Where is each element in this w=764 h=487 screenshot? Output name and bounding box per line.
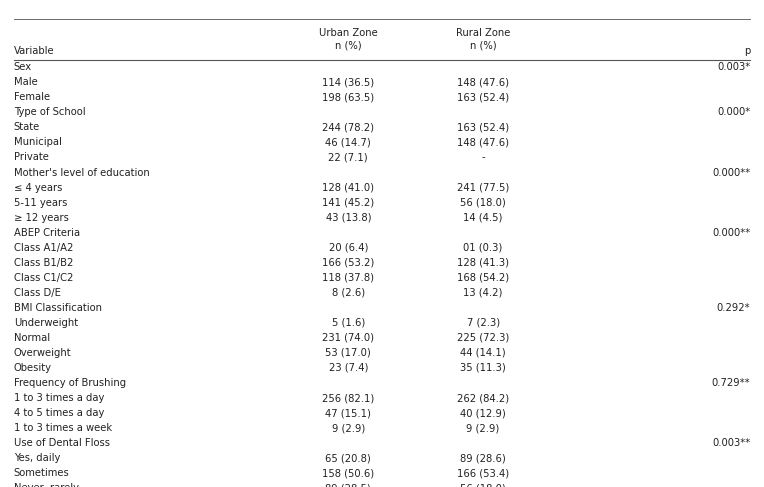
Text: 47 (15.1): 47 (15.1) — [325, 408, 371, 418]
Text: Sometimes: Sometimes — [14, 468, 70, 478]
Text: 148 (47.6): 148 (47.6) — [457, 137, 509, 148]
Text: ≤ 4 years: ≤ 4 years — [14, 183, 62, 192]
Text: 231 (74.0): 231 (74.0) — [322, 333, 374, 343]
Text: p: p — [744, 46, 750, 56]
Text: 01 (0.3): 01 (0.3) — [464, 243, 503, 253]
Text: 148 (47.6): 148 (47.6) — [457, 77, 509, 87]
Text: Class A1/A2: Class A1/A2 — [14, 243, 73, 253]
Text: -: - — [481, 152, 485, 163]
Text: 128 (41.3): 128 (41.3) — [457, 258, 509, 268]
Text: ABEP Criteria: ABEP Criteria — [14, 227, 79, 238]
Text: 44 (14.1): 44 (14.1) — [460, 348, 506, 358]
Text: 114 (36.5): 114 (36.5) — [322, 77, 374, 87]
Text: State: State — [14, 122, 40, 132]
Text: 158 (50.6): 158 (50.6) — [322, 468, 374, 478]
Text: Obesity: Obesity — [14, 363, 52, 373]
Text: 43 (13.8): 43 (13.8) — [325, 213, 371, 223]
Text: 7 (2.3): 7 (2.3) — [467, 318, 500, 328]
Text: 22 (7.1): 22 (7.1) — [329, 152, 368, 163]
Text: Municipal: Municipal — [14, 137, 62, 148]
Text: 128 (41.0): 128 (41.0) — [322, 183, 374, 192]
Text: 166 (53.2): 166 (53.2) — [322, 258, 374, 268]
Text: Underweight: Underweight — [14, 318, 78, 328]
Text: Male: Male — [14, 77, 37, 87]
Text: 118 (37.8): 118 (37.8) — [322, 273, 374, 283]
Text: 168 (54.2): 168 (54.2) — [457, 273, 509, 283]
Text: 46 (14.7): 46 (14.7) — [325, 137, 371, 148]
Text: Use of Dental Floss: Use of Dental Floss — [14, 438, 109, 448]
Text: 0.000*: 0.000* — [717, 107, 750, 117]
Text: 262 (84.2): 262 (84.2) — [457, 393, 509, 403]
Text: 225 (72.3): 225 (72.3) — [457, 333, 509, 343]
Text: 0.003**: 0.003** — [712, 438, 750, 448]
Text: 89 (28.5): 89 (28.5) — [325, 483, 371, 487]
Text: 65 (20.8): 65 (20.8) — [325, 453, 371, 463]
Text: 40 (12.9): 40 (12.9) — [460, 408, 506, 418]
Text: BMI Classification: BMI Classification — [14, 303, 102, 313]
Text: 9 (2.9): 9 (2.9) — [467, 423, 500, 433]
Text: 5-11 years: 5-11 years — [14, 198, 67, 207]
Text: Private: Private — [14, 152, 48, 163]
Text: 5 (1.6): 5 (1.6) — [332, 318, 365, 328]
Text: Never, rarely: Never, rarely — [14, 483, 79, 487]
Text: 8 (2.6): 8 (2.6) — [332, 288, 365, 298]
Text: Class D/E: Class D/E — [14, 288, 60, 298]
Text: 23 (7.4): 23 (7.4) — [329, 363, 368, 373]
Text: 9 (2.9): 9 (2.9) — [332, 423, 365, 433]
Text: Variable: Variable — [14, 46, 54, 56]
Text: Mother's level of education: Mother's level of education — [14, 168, 150, 177]
Text: Yes, daily: Yes, daily — [14, 453, 60, 463]
Text: Urban Zone
n (%): Urban Zone n (%) — [319, 28, 377, 51]
Text: 56 (18.0): 56 (18.0) — [460, 483, 506, 487]
Text: Overweight: Overweight — [14, 348, 71, 358]
Text: 4 to 5 times a day: 4 to 5 times a day — [14, 408, 104, 418]
Text: 1 to 3 times a day: 1 to 3 times a day — [14, 393, 104, 403]
Text: 0.000**: 0.000** — [712, 168, 750, 177]
Text: Class C1/C2: Class C1/C2 — [14, 273, 73, 283]
Text: 0.003*: 0.003* — [717, 62, 750, 72]
Text: 35 (11.3): 35 (11.3) — [460, 363, 506, 373]
Text: ≥ 12 years: ≥ 12 years — [14, 213, 69, 223]
Text: Type of School: Type of School — [14, 107, 86, 117]
Text: 256 (82.1): 256 (82.1) — [322, 393, 374, 403]
Text: 241 (77.5): 241 (77.5) — [457, 183, 509, 192]
Text: 56 (18.0): 56 (18.0) — [460, 198, 506, 207]
Text: 141 (45.2): 141 (45.2) — [322, 198, 374, 207]
Text: Rural Zone
n (%): Rural Zone n (%) — [456, 28, 510, 51]
Text: 163 (52.4): 163 (52.4) — [457, 122, 509, 132]
Text: 53 (17.0): 53 (17.0) — [325, 348, 371, 358]
Text: 244 (78.2): 244 (78.2) — [322, 122, 374, 132]
Text: Class B1/B2: Class B1/B2 — [14, 258, 73, 268]
Text: 20 (6.4): 20 (6.4) — [329, 243, 368, 253]
Text: Sex: Sex — [14, 62, 32, 72]
Text: 0.292*: 0.292* — [717, 303, 750, 313]
Text: 0.000**: 0.000** — [712, 227, 750, 238]
Text: 166 (53.4): 166 (53.4) — [457, 468, 509, 478]
Text: 14 (4.5): 14 (4.5) — [464, 213, 503, 223]
Text: Female: Female — [14, 93, 50, 102]
Text: 89 (28.6): 89 (28.6) — [460, 453, 506, 463]
Text: 0.729**: 0.729** — [712, 378, 750, 388]
Text: 198 (63.5): 198 (63.5) — [322, 93, 374, 102]
Text: 163 (52.4): 163 (52.4) — [457, 93, 509, 102]
Text: 1 to 3 times a week: 1 to 3 times a week — [14, 423, 112, 433]
Text: 13 (4.2): 13 (4.2) — [464, 288, 503, 298]
Text: Normal: Normal — [14, 333, 50, 343]
Text: Frequency of Brushing: Frequency of Brushing — [14, 378, 126, 388]
